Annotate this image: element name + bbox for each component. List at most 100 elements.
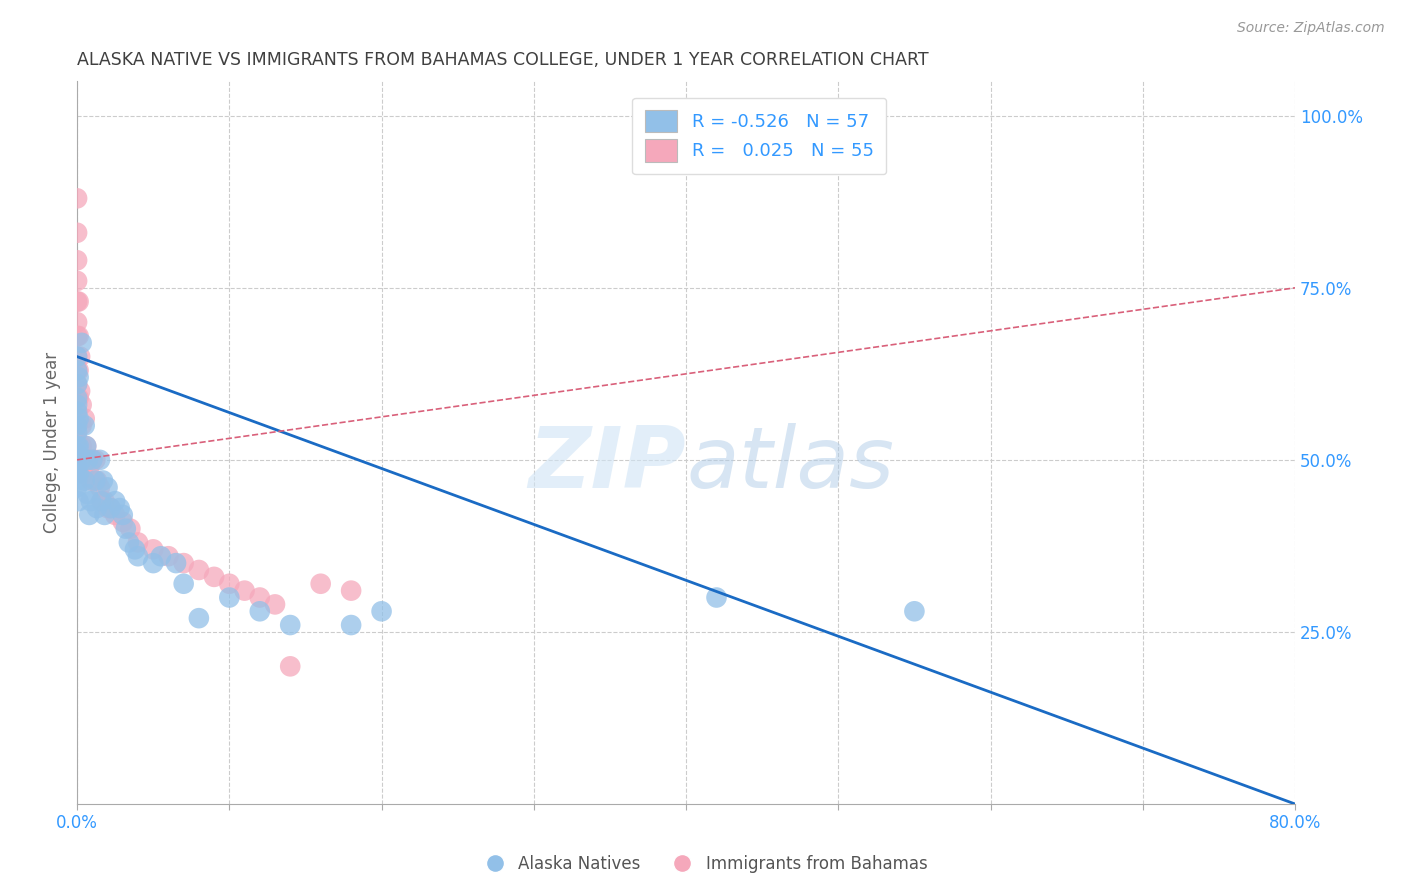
Point xyxy=(66,294,89,309)
Point xyxy=(91,474,114,488)
Point xyxy=(66,439,89,453)
Point xyxy=(67,391,90,405)
Point xyxy=(69,350,91,364)
Point xyxy=(80,474,103,488)
Point xyxy=(67,494,90,508)
Point xyxy=(66,418,89,433)
Text: atlas: atlas xyxy=(686,423,894,506)
Point xyxy=(76,453,98,467)
Point xyxy=(104,508,127,522)
Point xyxy=(187,611,209,625)
Point xyxy=(86,501,108,516)
Point xyxy=(66,418,89,433)
Point xyxy=(90,494,112,508)
Point xyxy=(104,494,127,508)
Point xyxy=(127,535,149,549)
Point xyxy=(66,329,89,343)
Point xyxy=(76,487,98,501)
Point xyxy=(72,453,94,467)
Point xyxy=(66,480,89,494)
Point xyxy=(82,453,104,467)
Point xyxy=(67,294,90,309)
Point xyxy=(67,439,90,453)
Point xyxy=(66,363,89,377)
Point xyxy=(67,467,90,481)
Point xyxy=(218,591,240,605)
Point xyxy=(66,459,89,474)
Point xyxy=(706,591,728,605)
Point xyxy=(66,474,89,488)
Point xyxy=(70,418,93,433)
Point xyxy=(903,604,925,618)
Point xyxy=(111,515,134,529)
Point xyxy=(76,453,98,467)
Text: Source: ZipAtlas.com: Source: ZipAtlas.com xyxy=(1237,21,1385,35)
Point xyxy=(70,335,93,350)
Point xyxy=(66,432,89,446)
Point xyxy=(70,453,93,467)
Point xyxy=(73,474,96,488)
Text: ALASKA NATIVE VS IMMIGRANTS FROM BAHAMAS COLLEGE, UNDER 1 YEAR CORRELATION CHART: ALASKA NATIVE VS IMMIGRANTS FROM BAHAMAS… xyxy=(77,51,929,69)
Point xyxy=(66,391,89,405)
Point xyxy=(66,391,89,405)
Point xyxy=(111,508,134,522)
Point xyxy=(67,411,90,425)
Point xyxy=(66,446,89,460)
Point xyxy=(149,549,172,564)
Point xyxy=(96,480,118,494)
Point xyxy=(370,604,392,618)
Point xyxy=(66,405,89,419)
Point xyxy=(66,453,89,467)
Point xyxy=(66,350,89,364)
Point xyxy=(173,556,195,570)
Point xyxy=(165,556,187,570)
Point xyxy=(309,576,332,591)
Point xyxy=(120,522,142,536)
Point xyxy=(66,350,89,364)
Point xyxy=(66,253,89,268)
Point xyxy=(100,501,122,516)
Point xyxy=(66,398,89,412)
Point xyxy=(73,418,96,433)
Point xyxy=(66,274,89,288)
Point xyxy=(218,576,240,591)
Point xyxy=(82,453,104,467)
Point xyxy=(90,494,112,508)
Point xyxy=(66,377,89,392)
Point xyxy=(66,315,89,329)
Point xyxy=(108,501,131,516)
Point xyxy=(66,446,89,460)
Point xyxy=(66,377,89,392)
Point xyxy=(66,363,89,377)
Point xyxy=(66,226,89,240)
Point xyxy=(66,191,89,205)
Point xyxy=(67,363,90,377)
Legend: R = -0.526   N = 57, R =   0.025   N = 55: R = -0.526 N = 57, R = 0.025 N = 55 xyxy=(633,97,886,174)
Point xyxy=(84,474,107,488)
Point xyxy=(264,598,287,612)
Point xyxy=(118,535,141,549)
Point xyxy=(70,439,93,453)
Point xyxy=(93,494,115,508)
Point xyxy=(142,542,165,557)
Point xyxy=(142,556,165,570)
Point xyxy=(93,508,115,522)
Point xyxy=(77,508,100,522)
Point xyxy=(66,425,89,440)
Point xyxy=(340,583,363,598)
Point xyxy=(69,384,91,398)
Point xyxy=(249,591,271,605)
Point xyxy=(70,398,93,412)
Point xyxy=(202,570,225,584)
Point xyxy=(75,439,97,453)
Y-axis label: College, Under 1 year: College, Under 1 year xyxy=(44,352,60,533)
Point xyxy=(89,453,111,467)
Point xyxy=(89,480,111,494)
Point xyxy=(340,618,363,632)
Point xyxy=(86,474,108,488)
Legend: Alaska Natives, Immigrants from Bahamas: Alaska Natives, Immigrants from Bahamas xyxy=(472,848,934,880)
Point xyxy=(77,459,100,474)
Point xyxy=(96,501,118,516)
Point xyxy=(67,370,90,384)
Point xyxy=(278,659,301,673)
